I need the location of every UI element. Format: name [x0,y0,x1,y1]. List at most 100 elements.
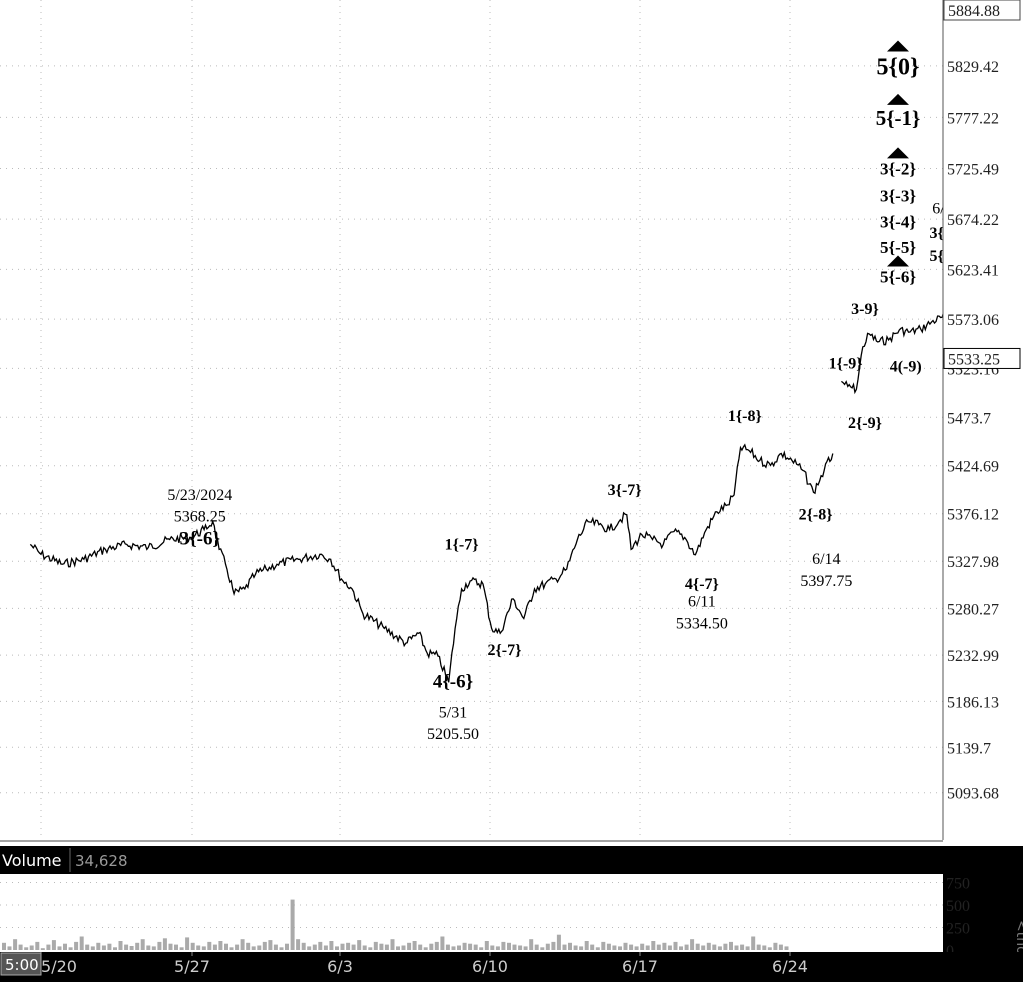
volume-bar [745,946,750,950]
wave-label: 5334.50 [676,615,728,632]
volume-bar [590,944,595,950]
wave-label: 2{-8} [799,507,833,524]
volume-tick-label: 250 [946,921,970,938]
volume-bar [373,941,378,950]
price-line [29,443,834,683]
price-tick-label: 5093.68 [947,786,999,803]
wave-label: 5/23/2024 [167,487,232,504]
volume-bar [534,944,539,950]
volume-bar [273,944,278,950]
volume-bar [146,945,151,950]
volume-bar [290,899,295,950]
target-label: 3{-4} [880,212,916,231]
volume-bar [584,941,589,950]
volume-bar [712,944,717,950]
volume-bar [357,940,362,950]
volume-bar [667,945,672,950]
price-tick-label: 5777.22 [947,110,999,127]
volume-bar [507,942,511,950]
volume-bar [85,944,90,950]
wave-label: 4(-9) [890,359,922,376]
price-axis[interactable]: 5829.42 5777.22 5725.49 5674.22 5623.41 5573.… [943,0,1021,803]
time-axis[interactable]: 5/20 5/27 6/3 6/10 6/17 6/24 [40,952,808,976]
volume-bar [40,948,45,950]
volume-bar [679,946,683,950]
target-label: 3{-2} [880,159,916,178]
time-tick-label: 6/24 [772,957,808,976]
volume-bar [185,937,190,950]
time-tick-label: 5/27 [174,957,210,976]
volume-bar [46,944,51,950]
volume-bar [773,942,778,950]
price-plot-area [0,0,943,840]
wave-label: 5368.25 [174,509,226,526]
volume-bar [518,945,523,950]
volume-bar [113,947,117,950]
price-tick-label: 5725.49 [947,162,999,179]
volume-bar [29,945,34,950]
volume-bar [634,946,639,950]
volume-bar [318,941,323,950]
volume-axis: 750 500 250 0 [946,876,970,961]
price-tick-label: 5623.41 [947,262,999,279]
volume-bar [623,942,628,950]
volume-bar [640,943,645,950]
volume-bar [756,944,761,950]
volume-bar [157,941,162,950]
wave-label: 1{-9} [829,356,863,373]
volume-bar [90,946,95,950]
price-top-label: 5884.88 [948,3,1000,20]
price-tick-label: 5473.7 [947,410,991,427]
volume-bar [673,941,678,950]
volume-bar [717,946,722,950]
volume-bar [257,945,262,950]
time-axis-panel [0,952,1023,982]
volume-bar [429,943,434,950]
volume-bar [379,943,384,950]
volume-bar [13,939,18,950]
price-tick-label: 5376.12 [947,507,999,524]
volume-bar [473,944,478,950]
time-tick-label: 6/10 [472,957,508,976]
volume-bar [340,943,345,950]
volume-bar [7,946,12,950]
volume-bar [568,942,572,950]
volume-bar [129,946,134,950]
volume-bar [74,941,79,950]
price-grid [0,0,943,840]
volume-bar [196,945,201,950]
volume-bar [457,945,461,950]
volume-bar [629,944,634,950]
volume-bar [162,938,167,950]
volume-bar [612,945,617,950]
volume-bar [79,936,84,950]
target-label: 5{-5} [880,238,916,257]
target-up-marker [887,147,909,159]
volume-bar [401,945,406,950]
volume-bar [229,947,234,950]
volume-bar [579,946,584,950]
price-tick-label: 5139.7 [947,740,991,757]
volume-bar [662,942,667,950]
volume-bar [51,940,56,950]
volume-unit: <thous [1013,920,1023,971]
volume-bar [734,945,739,950]
time-tick-label: 6/17 [622,957,658,976]
volume-bar [784,946,789,950]
volume-value: 34,628 [75,852,128,870]
wave-targets: 5{0} 5{-1} 3{-2} 3{-3} 3{-4} 5{-5} 5{-6} [876,40,920,287]
volume-bar [101,945,106,950]
volume-bar [307,946,312,950]
volume-bar [335,946,339,950]
volume-bar [556,934,561,950]
volume-bar [323,945,328,950]
volume-bar [551,941,556,950]
volume-bar [729,941,733,950]
volume-bar [279,947,284,950]
volume-bar [695,943,700,950]
volume-bar [778,944,783,950]
volume-bar [451,946,456,950]
price-tick-label: 5829.42 [947,59,999,76]
price-tick-label: 5280.27 [947,601,999,618]
volume-bar [285,943,289,950]
